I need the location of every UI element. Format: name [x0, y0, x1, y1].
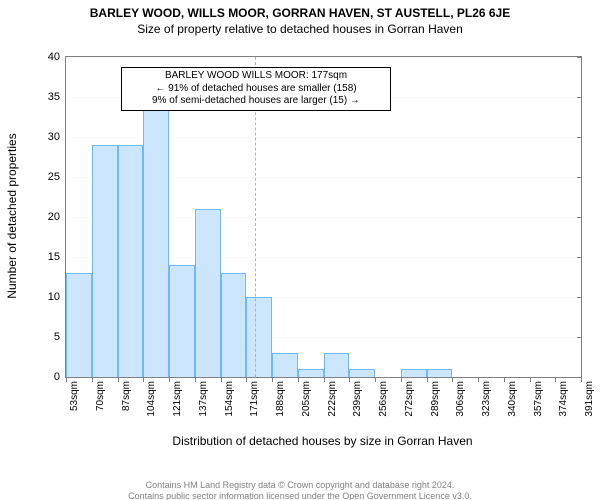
gridline — [66, 57, 581, 58]
histogram-bar — [169, 265, 195, 377]
x-tick-label: 374sqm — [558, 381, 569, 417]
x-tick-label: 391sqm — [584, 381, 595, 417]
x-tick-label: 340sqm — [507, 381, 518, 417]
y-tick-mark — [577, 137, 582, 138]
y-tick-label: 25 — [48, 171, 66, 183]
y-tick-label: 40 — [48, 51, 66, 63]
x-tick-label: 171sqm — [249, 381, 260, 417]
x-tick-label: 289sqm — [430, 381, 441, 417]
x-tick-label: 222sqm — [327, 381, 338, 417]
histogram-bar — [143, 105, 169, 377]
x-tick-mark — [118, 377, 119, 382]
y-tick-mark — [577, 217, 582, 218]
x-tick-mark — [324, 377, 325, 382]
y-tick-mark — [577, 257, 582, 258]
footer-attribution: Contains HM Land Registry data © Crown c… — [0, 480, 600, 500]
x-tick-label: 154sqm — [224, 381, 235, 417]
y-tick-mark — [577, 177, 582, 178]
annotation-line: ← 91% of detached houses are smaller (15… — [126, 83, 386, 96]
x-tick-mark — [169, 377, 170, 382]
y-tick-label: 0 — [54, 371, 66, 383]
histogram-bar — [246, 297, 272, 377]
histogram-bar — [92, 145, 118, 377]
x-tick-label: 357sqm — [533, 381, 544, 417]
chart-title: BARLEY WOOD, WILLS MOOR, GORRAN HAVEN, S… — [0, 6, 600, 20]
x-tick-label: 104sqm — [146, 381, 157, 417]
x-tick-label: 323sqm — [481, 381, 492, 417]
chart-container: BARLEY WOOD, WILLS MOOR, GORRAN HAVEN, S… — [0, 6, 600, 500]
x-tick-mark — [478, 377, 479, 382]
y-tick-label: 20 — [48, 211, 66, 223]
x-tick-label: 256sqm — [378, 381, 389, 417]
x-tick-mark — [581, 377, 582, 382]
histogram-bar — [272, 353, 298, 377]
annotation-box: BARLEY WOOD WILLS MOOR: 177sqm← 91% of d… — [121, 67, 391, 111]
x-tick-mark — [143, 377, 144, 382]
y-tick-label: 35 — [48, 91, 66, 103]
annotation-line: BARLEY WOOD WILLS MOOR: 177sqm — [126, 70, 386, 83]
x-tick-label: 53sqm — [69, 381, 80, 411]
histogram-bar — [349, 369, 375, 377]
y-tick-mark — [577, 337, 582, 338]
x-tick-mark — [221, 377, 222, 382]
x-tick-mark — [452, 377, 453, 382]
histogram-bar — [118, 145, 144, 377]
x-tick-mark — [272, 377, 273, 382]
x-tick-mark — [427, 377, 428, 382]
annotation-line: 9% of semi-detached houses are larger (1… — [126, 95, 386, 108]
x-tick-label: 188sqm — [275, 381, 286, 417]
x-tick-mark — [66, 377, 67, 382]
x-tick-mark — [195, 377, 196, 382]
x-tick-label: 272sqm — [404, 381, 415, 417]
x-tick-label: 121sqm — [172, 381, 183, 417]
y-tick-label: 5 — [54, 331, 66, 343]
y-tick-mark — [577, 297, 582, 298]
y-tick-label: 30 — [48, 131, 66, 143]
x-tick-mark — [530, 377, 531, 382]
histogram-bar — [66, 273, 92, 377]
x-tick-mark — [555, 377, 556, 382]
x-tick-mark — [246, 377, 247, 382]
x-axis-label: Distribution of detached houses by size … — [65, 434, 580, 448]
histogram-bar — [427, 369, 453, 377]
x-tick-mark — [375, 377, 376, 382]
y-tick-label: 10 — [48, 291, 66, 303]
x-tick-label: 239sqm — [352, 381, 363, 417]
footer-line: Contains public sector information licen… — [0, 491, 600, 500]
x-tick-mark — [504, 377, 505, 382]
x-tick-mark — [401, 377, 402, 382]
y-tick-label: 15 — [48, 251, 66, 263]
chart-subtitle: Size of property relative to detached ho… — [0, 22, 600, 36]
x-tick-label: 70sqm — [95, 381, 106, 411]
x-tick-mark — [298, 377, 299, 382]
x-tick-label: 306sqm — [455, 381, 466, 417]
plot-area: 051015202530354053sqm70sqm87sqm104sqm121… — [65, 56, 582, 378]
y-axis-label: Number of detached properties — [5, 56, 19, 376]
y-tick-mark — [577, 97, 582, 98]
x-tick-label: 205sqm — [301, 381, 312, 417]
histogram-bar — [298, 369, 324, 377]
x-tick-mark — [92, 377, 93, 382]
x-tick-mark — [349, 377, 350, 382]
y-tick-mark — [577, 57, 582, 58]
histogram-bar — [195, 209, 221, 377]
histogram-bar — [324, 353, 350, 377]
histogram-bar — [221, 273, 247, 377]
x-tick-label: 87sqm — [121, 381, 132, 411]
x-tick-label: 137sqm — [198, 381, 209, 417]
footer-line: Contains HM Land Registry data © Crown c… — [0, 480, 600, 491]
histogram-bar — [401, 369, 427, 377]
